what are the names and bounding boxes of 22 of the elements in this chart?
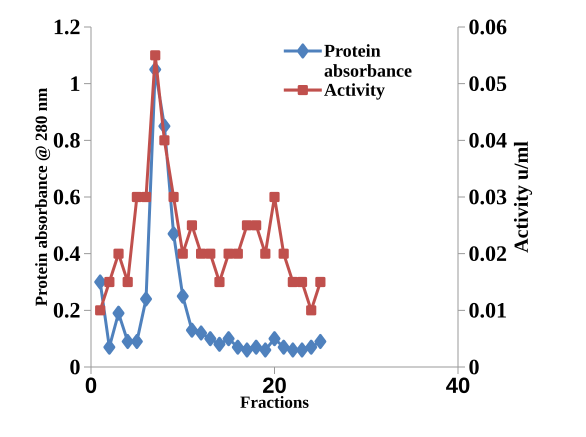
- y-tick-label: 0: [70, 360, 80, 374]
- y2-tick-label: 0.05: [469, 76, 506, 92]
- y2-axis-title: Activity u/ml: [514, 142, 532, 253]
- x-axis-title: Fractions: [240, 396, 309, 408]
- x-tick-label: 20: [263, 378, 286, 394]
- y2-tick-label: 0.04: [469, 132, 507, 148]
- y-axis-title: Protein absorbance @ 280 nm: [35, 88, 50, 306]
- y-tick-label: 0.6: [54, 190, 80, 204]
- y2-tick-label: 0.06: [469, 20, 506, 34]
- y2-tick-label: 0.01: [469, 302, 506, 318]
- y2-tick-label: 0.03: [469, 190, 506, 204]
- x-tick-label: 0: [86, 378, 96, 394]
- y-tick-label: 0.2: [54, 302, 80, 318]
- legend-label: Activity: [324, 83, 385, 100]
- legend-label: Protein absorbance: [324, 44, 412, 77]
- y-tick-label: 1.2: [54, 20, 80, 34]
- y-tick-label: 0.8: [54, 132, 80, 148]
- y-tick-label: 1: [71, 76, 80, 91]
- y2-tick-label: 0.02: [469, 246, 506, 262]
- x-tick-label: 40: [446, 378, 470, 394]
- y2-tick-label: 0: [469, 360, 479, 374]
- y-tick-label: 0.4: [54, 246, 80, 262]
